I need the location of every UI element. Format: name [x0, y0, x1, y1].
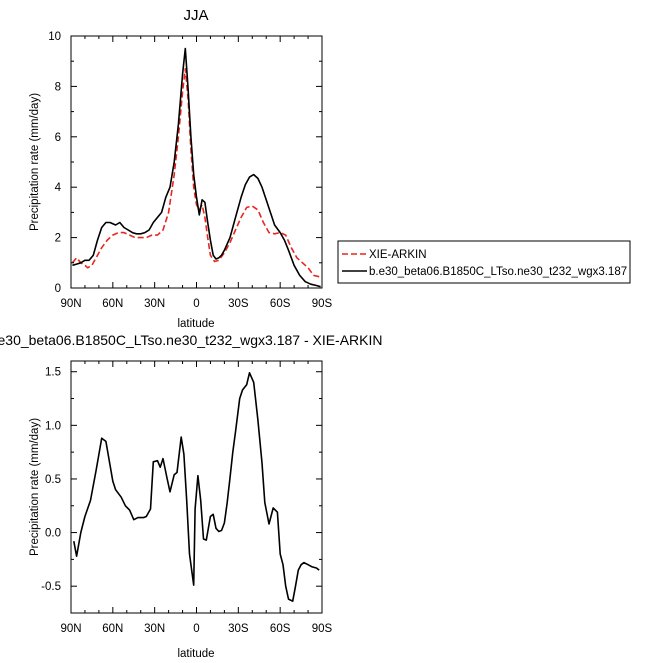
x-tick-label: 30N — [144, 623, 165, 635]
x-tick-label: 90N — [60, 298, 81, 310]
y-tick-label: 1.5 — [45, 367, 61, 379]
x-axis-label: latitude — [177, 318, 214, 330]
y-tick-label: 6 — [55, 132, 61, 144]
panel-bottom-chart: e30_beta06.B1850C_LTso.ne30_t232_wgx3.18… — [0, 332, 383, 660]
series-line-1 — [71, 68, 320, 278]
y-tick-label: 2 — [55, 233, 61, 245]
x-tick-label: 60S — [270, 298, 291, 310]
y-tick-label: -0.5 — [41, 581, 61, 593]
y-tick-label: 1.0 — [45, 420, 61, 432]
y-tick-label: 0 — [55, 283, 61, 295]
y-axis-label-difference: Precipitation rate (mm/day) — [29, 418, 41, 556]
plot-frame — [70, 35, 323, 289]
x-tick-label: 30N — [144, 298, 165, 310]
x-tick-label: 90S — [312, 298, 333, 310]
y-tick-label: 10 — [48, 31, 61, 43]
x-tick-label: 90N — [60, 623, 81, 635]
x-tick-label: 30S — [228, 623, 249, 635]
legend: XIE-ARKIN b.e30_beta06.B1850C_LTso.ne30_… — [337, 240, 631, 284]
x-tick-label: 60S — [270, 623, 291, 635]
series-lines — [71, 47, 321, 288]
plot-frame-difference — [70, 360, 323, 614]
legend-box — [337, 240, 631, 284]
y-axis-label: Precipitation rate (mm/day) — [29, 93, 41, 231]
legend-label-model: b.e30_beta06.B1850C_LTso.ne30_t232_wgx3.… — [369, 266, 627, 278]
x-axis-label-difference: latitude — [177, 648, 214, 660]
y-tick-label: 0.5 — [45, 474, 61, 486]
x-tick-label: 0 — [193, 623, 199, 635]
x-tick-label: 90S — [312, 623, 333, 635]
chart-title-difference: e30_beta06.B1850C_LTso.ne30_t232_wgx3.18… — [0, 332, 383, 348]
axis-ticks: 90N 60N 30N 0 30S 60S 90S 0 2 4 6 8 10 — [48, 31, 332, 310]
x-tick-label: 60N — [102, 623, 123, 635]
y-tick-label: 4 — [55, 182, 62, 194]
series-line-2 — [72, 47, 321, 288]
x-tick-label: 60N — [102, 298, 123, 310]
x-tick-label: 0 — [193, 298, 199, 310]
panel-top-chart: JJA Precipitation rate (mm/day) latitude… — [29, 7, 631, 330]
series-lines-difference — [73, 371, 320, 603]
y-tick-label: 0.0 — [45, 528, 61, 540]
chart-title: JJA — [183, 7, 208, 24]
x-tick-label: 30S — [228, 298, 249, 310]
axis-ticks-difference: 90N 60N 30N 0 30S 60S 90S -0.5 0.0 0.5 1.0 1.5 — [41, 361, 333, 635]
legend-label-xie-arkin: XIE-ARKIN — [369, 249, 427, 261]
series-line-1 — [73, 371, 320, 603]
y-tick-label: 8 — [55, 81, 61, 93]
